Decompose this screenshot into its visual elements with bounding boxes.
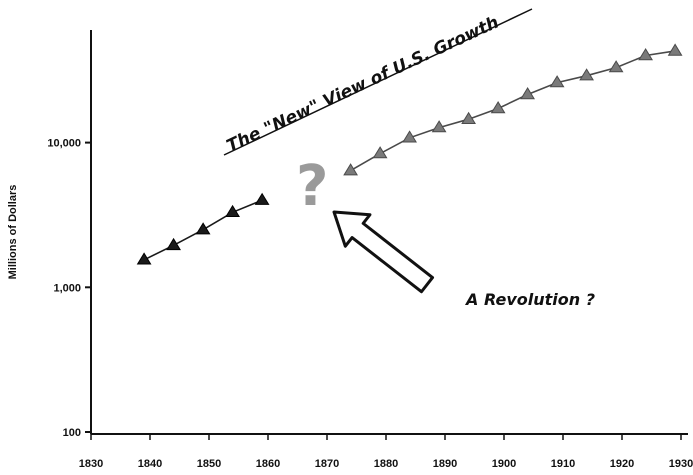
annotation-title-underline [223,8,533,156]
question-mark: ? [296,154,328,219]
y-tick-label: 10,000 [47,138,81,150]
data-point-triangle [166,237,181,251]
data-point-triangle [136,252,152,265]
data-point-triangle [343,163,358,176]
data-point-triangle [667,43,683,56]
x-tick-label: 1860 [256,458,280,470]
data-point-triangle [608,60,624,73]
x-tick-label: 1830 [79,458,103,470]
arrow-icon [332,210,435,294]
data-point-triangle [549,75,565,88]
data-point-triangle [431,120,447,133]
y-tick-label: 100 [63,427,81,439]
data-point-triangle [402,130,417,143]
data-point-triangle [225,204,240,217]
x-tick-label: 1870 [315,458,339,470]
data-point-triangle [254,192,270,205]
data-point-triangle [490,101,506,114]
x-tick-label: 1920 [610,458,634,470]
annotation-revolution: A Revolution ? [464,290,595,309]
data-point-triangle [638,48,653,61]
x-tick-label: 1850 [197,458,221,470]
data-point-triangle [520,87,535,100]
x-tick-label: 1910 [551,458,575,470]
x-tick-label: 1890 [433,458,457,470]
y-tick-label: 1,000 [53,282,81,294]
x-tick-label: 1840 [138,458,162,470]
x-tick-label: 1930 [669,458,693,470]
data-point-triangle [579,68,594,81]
x-tick-label: 1900 [492,458,516,470]
data-point-triangle [461,111,476,124]
data-point-triangle [372,146,388,159]
data-point-triangle [195,222,211,235]
y-axis-title: Millions of Dollars [7,185,19,280]
x-tick-label: 1880 [374,458,398,470]
